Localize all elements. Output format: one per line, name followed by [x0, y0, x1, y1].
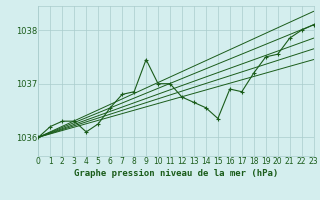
X-axis label: Graphe pression niveau de la mer (hPa): Graphe pression niveau de la mer (hPa): [74, 169, 278, 178]
